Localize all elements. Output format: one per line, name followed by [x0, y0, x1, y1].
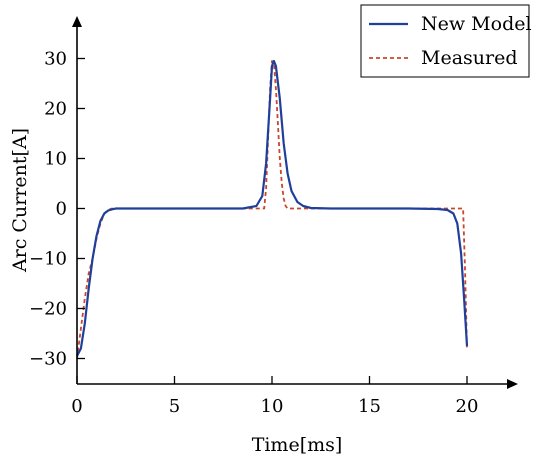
x-axis-title: Time[ms] [252, 434, 343, 456]
x-tick-label: 5 [169, 396, 180, 417]
ticks: 0 5 10 15 20 −30 −20 −10 0 10 20 30 [29, 49, 478, 418]
y-tick-label: 10 [44, 149, 67, 170]
y-tick-label: −20 [29, 299, 67, 320]
axes [72, 16, 518, 389]
y-tick-label: 0 [56, 199, 67, 220]
legend-label-new-model: New Model [421, 13, 532, 35]
series-line-new-model [76, 59, 469, 357]
y-axis-title: Arc Current[A] [9, 128, 31, 273]
legend-label-measured: Measured [421, 47, 518, 69]
x-tick-label: 15 [358, 396, 381, 417]
series-line-measured [76, 60, 468, 359]
y-axis-arrow [72, 16, 82, 27]
x-tick-label: 20 [456, 396, 479, 417]
y-tick-label: −30 [29, 349, 67, 370]
plot-lines [76, 59, 469, 359]
y-tick-label: 30 [44, 49, 67, 70]
x-axis-arrow [507, 379, 518, 389]
x-tick-label: 10 [261, 396, 284, 417]
legend: New Model Measured [360, 4, 532, 78]
legend-box [360, 4, 530, 78]
x-tick-label: 0 [71, 396, 82, 417]
y-tick-label: −10 [29, 249, 67, 270]
y-tick-label: 20 [44, 99, 67, 120]
